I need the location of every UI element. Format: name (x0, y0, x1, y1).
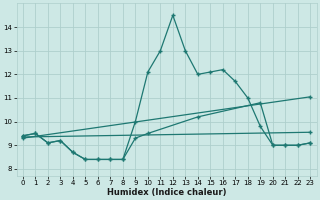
X-axis label: Humidex (Indice chaleur): Humidex (Indice chaleur) (107, 188, 226, 197)
